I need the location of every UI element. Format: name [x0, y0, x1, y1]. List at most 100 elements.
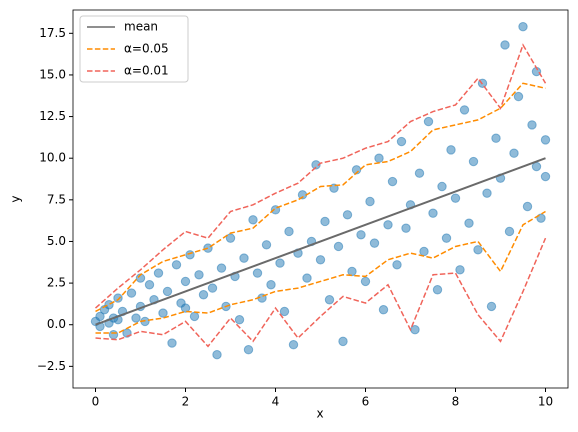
- y-tick-label: 0.0: [47, 317, 66, 331]
- point: [441, 233, 452, 243]
- upper-bound-line: [95, 82, 546, 313]
- point: [369, 238, 380, 248]
- y-tick-label: 5.0: [47, 234, 66, 248]
- point: [248, 215, 258, 225]
- point: [432, 285, 443, 295]
- point: [518, 21, 528, 32]
- point: [203, 243, 213, 253]
- point: [450, 193, 461, 203]
- x-tick-label: 10: [538, 395, 553, 409]
- point: [446, 145, 456, 155]
- point: [162, 286, 173, 297]
- point: [509, 148, 519, 158]
- point: [459, 105, 470, 115]
- point: [284, 226, 294, 237]
- point: [522, 201, 533, 212]
- legend-label: α=0.05: [124, 42, 169, 56]
- point: [153, 268, 164, 278]
- point: [113, 293, 123, 303]
- legend-box: [79, 15, 189, 83]
- point: [302, 273, 312, 283]
- point: [216, 263, 227, 273]
- x-tick-label: 4: [272, 395, 280, 409]
- point: [266, 280, 276, 290]
- y-tick-label: 10.0: [39, 151, 66, 165]
- upper-bound-line: [95, 43, 547, 309]
- point: [387, 176, 398, 187]
- point: [513, 91, 524, 102]
- point: [158, 308, 168, 318]
- point: [392, 260, 402, 270]
- point: [167, 338, 177, 348]
- point: [108, 330, 119, 340]
- point: [378, 305, 389, 315]
- point: [473, 245, 483, 255]
- x-tick-label: 8: [452, 395, 460, 409]
- plot-frame: [72, 9, 569, 389]
- point: [401, 223, 411, 233]
- point: [126, 288, 137, 298]
- x-tick-label: 2: [182, 395, 190, 409]
- point: [207, 283, 218, 293]
- point: [540, 135, 551, 145]
- point: [185, 250, 195, 260]
- point: [414, 168, 425, 178]
- y-tick-label: 15.0: [39, 67, 66, 81]
- point: [374, 153, 384, 163]
- point: [95, 311, 105, 322]
- point: [279, 306, 290, 317]
- y-tick-label: 7.5: [47, 192, 66, 206]
- point: [212, 349, 222, 360]
- point: [468, 156, 479, 167]
- point: [234, 315, 245, 325]
- y-tick-label: 2.5: [47, 276, 66, 290]
- point: [347, 266, 357, 277]
- point: [500, 40, 510, 50]
- point: [288, 340, 299, 350]
- point: [180, 303, 191, 313]
- point: [311, 160, 321, 170]
- y-tick-label: 12.5: [39, 109, 66, 123]
- y-tick-label: 17.5: [39, 26, 66, 40]
- point: [189, 311, 200, 322]
- point: [342, 210, 353, 220]
- point: [455, 265, 465, 275]
- x-tick-label: 0: [92, 395, 100, 409]
- point: [491, 133, 501, 143]
- point: [423, 116, 434, 127]
- point: [419, 246, 429, 257]
- point: [275, 258, 285, 268]
- x-tick-label: 6: [362, 395, 370, 409]
- x-axis-label: x: [316, 407, 323, 421]
- y-tick-label: −2.5: [37, 359, 66, 373]
- y-axis-label: y: [9, 195, 23, 202]
- point: [428, 208, 438, 218]
- point: [527, 120, 537, 130]
- point: [360, 276, 371, 287]
- point: [320, 216, 330, 227]
- point: [180, 276, 191, 287]
- legend-label: α=0.01: [124, 64, 169, 78]
- point: [252, 268, 263, 278]
- point: [437, 181, 447, 192]
- point: [383, 220, 393, 230]
- point: [243, 345, 254, 355]
- legend-label: mean: [124, 20, 158, 34]
- point: [261, 240, 272, 250]
- point: [486, 301, 497, 312]
- mean-line: [95, 157, 546, 326]
- point: [396, 136, 407, 147]
- point: [464, 218, 474, 228]
- point: [171, 260, 182, 270]
- point: [144, 280, 155, 290]
- point: [131, 313, 141, 323]
- point: [540, 171, 551, 182]
- point: [333, 241, 344, 252]
- point: [356, 230, 366, 240]
- point: [239, 253, 249, 263]
- point: [315, 255, 326, 265]
- point: [504, 226, 515, 237]
- point: [338, 336, 348, 347]
